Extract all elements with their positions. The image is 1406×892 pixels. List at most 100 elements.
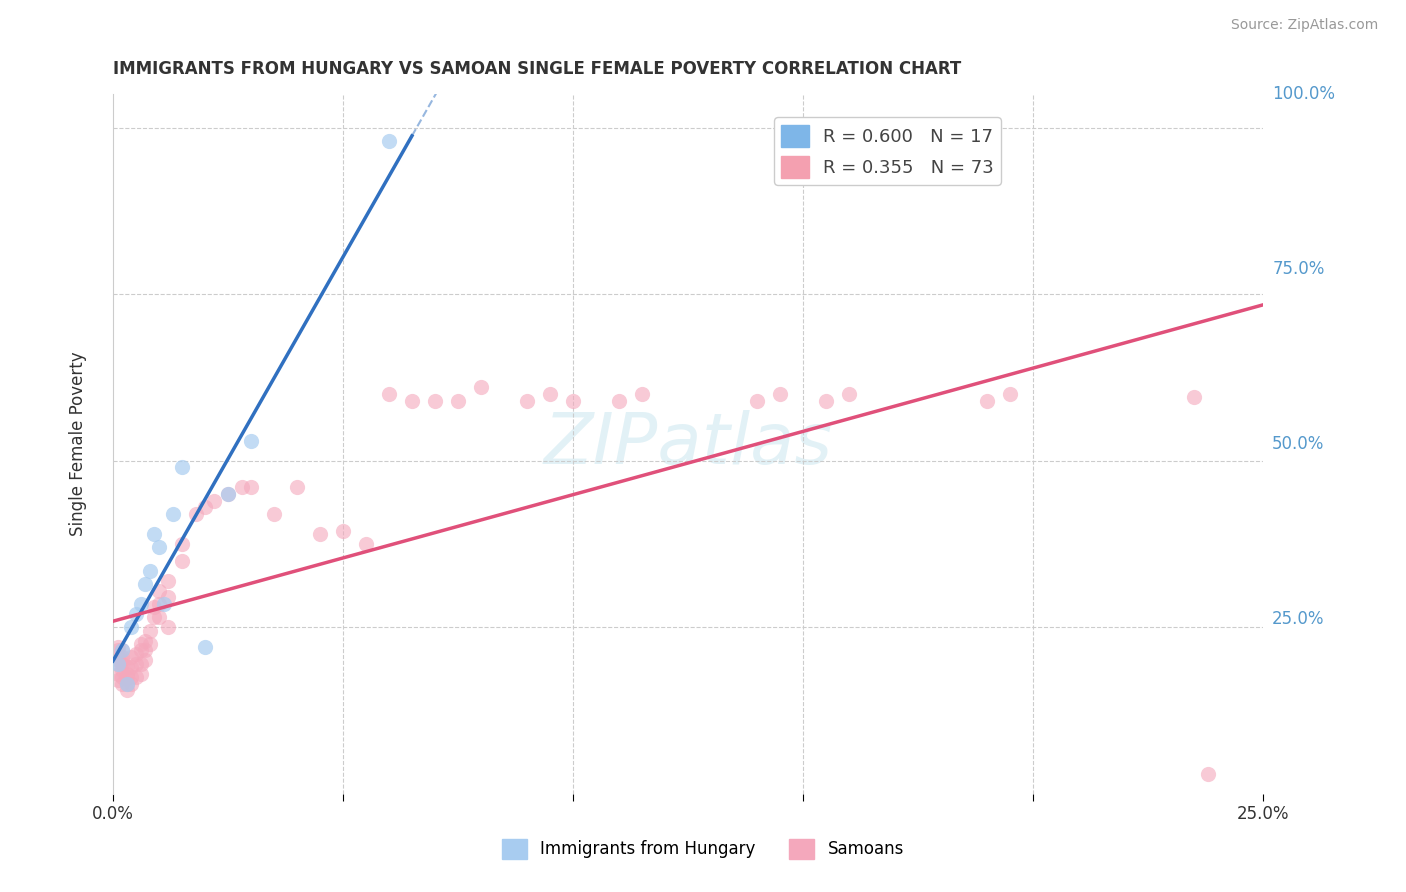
Point bbox=[157, 620, 180, 634]
Point bbox=[148, 597, 170, 611]
Point bbox=[111, 657, 134, 671]
Point bbox=[470, 380, 492, 394]
Point bbox=[976, 393, 998, 408]
Point bbox=[148, 541, 170, 555]
Point bbox=[115, 683, 138, 698]
Point bbox=[170, 553, 193, 567]
Point bbox=[231, 480, 253, 494]
Legend: R = 0.600   N = 17, R = 0.355   N = 73: R = 0.600 N = 17, R = 0.355 N = 73 bbox=[775, 118, 1001, 185]
Text: Source: ZipAtlas.com: Source: ZipAtlas.com bbox=[1230, 18, 1378, 32]
Point bbox=[516, 393, 538, 408]
Point bbox=[138, 637, 160, 651]
Point bbox=[129, 666, 152, 681]
Point bbox=[120, 660, 142, 674]
Point bbox=[107, 653, 129, 667]
Point bbox=[111, 650, 134, 665]
Point bbox=[115, 670, 138, 684]
Point bbox=[115, 660, 138, 674]
Point bbox=[138, 564, 160, 578]
Point bbox=[143, 600, 166, 615]
Text: 25.0%: 25.0% bbox=[1272, 610, 1324, 628]
Point bbox=[309, 527, 332, 541]
Point bbox=[538, 387, 561, 401]
Point bbox=[143, 527, 166, 541]
Point bbox=[138, 624, 160, 638]
Point bbox=[631, 387, 654, 401]
Point bbox=[125, 670, 148, 684]
Point bbox=[202, 493, 225, 508]
Point bbox=[148, 610, 170, 624]
Point bbox=[143, 610, 166, 624]
Point bbox=[129, 657, 152, 671]
Text: Single Female Poverty: Single Female Poverty bbox=[69, 351, 87, 536]
Point bbox=[111, 670, 134, 684]
Point bbox=[111, 677, 134, 691]
Point bbox=[263, 507, 285, 521]
Point bbox=[111, 653, 134, 667]
Point bbox=[134, 643, 156, 657]
Point bbox=[447, 393, 470, 408]
Text: 50.0%: 50.0% bbox=[1272, 435, 1324, 453]
Point bbox=[562, 393, 585, 408]
Point bbox=[194, 640, 217, 655]
Point bbox=[107, 657, 129, 671]
Point bbox=[129, 597, 152, 611]
Point bbox=[107, 666, 129, 681]
Point bbox=[129, 643, 152, 657]
Point bbox=[745, 393, 768, 408]
Point bbox=[239, 434, 262, 448]
Point bbox=[107, 640, 129, 655]
Point bbox=[1197, 766, 1219, 780]
Point bbox=[170, 460, 193, 475]
Point bbox=[1182, 391, 1205, 405]
Point bbox=[170, 537, 193, 551]
Point bbox=[194, 500, 217, 515]
Point bbox=[157, 574, 180, 588]
Text: IMMIGRANTS FROM HUNGARY VS SAMOAN SINGLE FEMALE POVERTY CORRELATION CHART: IMMIGRANTS FROM HUNGARY VS SAMOAN SINGLE… bbox=[112, 60, 962, 78]
Text: ZIPatlas: ZIPatlas bbox=[544, 409, 832, 478]
Point bbox=[115, 677, 138, 691]
Point bbox=[217, 487, 239, 501]
Point bbox=[607, 393, 630, 408]
Point bbox=[125, 607, 148, 621]
Text: 75.0%: 75.0% bbox=[1272, 260, 1324, 278]
Point bbox=[217, 487, 239, 501]
Point bbox=[162, 507, 184, 521]
Point bbox=[134, 653, 156, 667]
Point bbox=[111, 664, 134, 678]
Point bbox=[125, 657, 148, 671]
Point bbox=[115, 677, 138, 691]
Point bbox=[115, 666, 138, 681]
Point bbox=[148, 583, 170, 598]
Point bbox=[134, 577, 156, 591]
Point bbox=[285, 480, 308, 494]
Point bbox=[107, 643, 129, 657]
Point bbox=[152, 597, 174, 611]
Point bbox=[120, 650, 142, 665]
Point bbox=[814, 393, 837, 408]
Point bbox=[769, 387, 792, 401]
Point bbox=[838, 387, 860, 401]
Point bbox=[354, 537, 377, 551]
Point bbox=[184, 507, 207, 521]
Point bbox=[120, 677, 142, 691]
Point bbox=[107, 657, 129, 671]
Point bbox=[120, 620, 142, 634]
Point bbox=[378, 387, 401, 401]
Point bbox=[111, 643, 134, 657]
Point bbox=[107, 673, 129, 688]
Point bbox=[401, 393, 423, 408]
Point bbox=[125, 647, 148, 661]
Point bbox=[239, 480, 262, 494]
Text: 100.0%: 100.0% bbox=[1272, 86, 1336, 103]
Point bbox=[134, 633, 156, 648]
Point bbox=[378, 134, 401, 148]
Point bbox=[111, 643, 134, 657]
Point bbox=[332, 524, 354, 538]
Point bbox=[998, 387, 1021, 401]
Point bbox=[157, 591, 180, 605]
Legend: Immigrants from Hungary, Samoans: Immigrants from Hungary, Samoans bbox=[495, 832, 911, 866]
Point bbox=[129, 637, 152, 651]
Point bbox=[423, 393, 446, 408]
Point bbox=[120, 670, 142, 684]
